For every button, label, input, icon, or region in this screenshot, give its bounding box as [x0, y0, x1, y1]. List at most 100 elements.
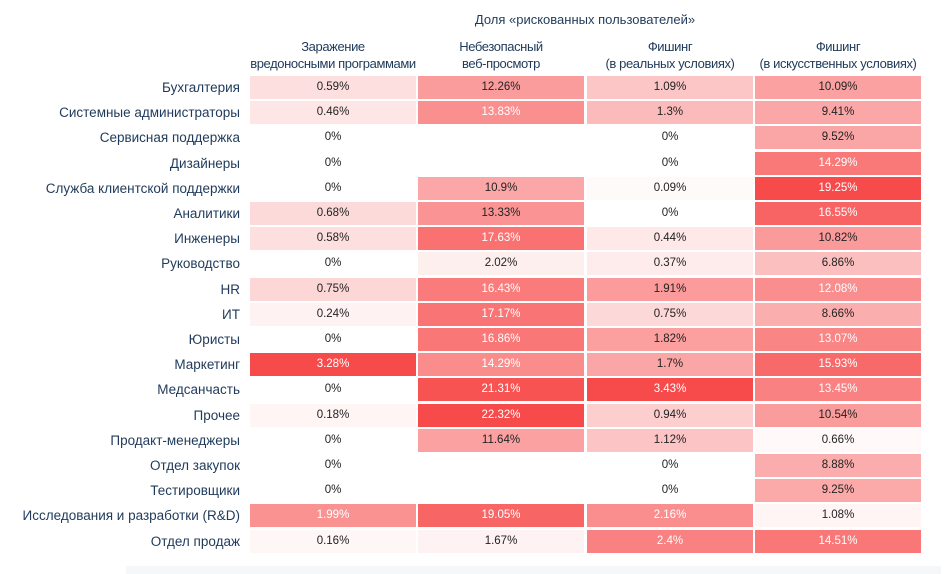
column-header-line: вредоносными программами [250, 56, 416, 71]
heatmap-cell: 1.09% [587, 76, 753, 99]
heatmap-cell: 10.54% [755, 403, 921, 427]
heatmap-cell: 13.45% [755, 378, 921, 402]
heatmap-cell: 2.4% [587, 529, 753, 553]
heatmap-cell: 1.3% [587, 101, 753, 125]
heatmap-cell: 0.16% [250, 529, 416, 553]
footer-strip [126, 566, 941, 574]
heatmap-cell: 12.08% [755, 277, 921, 301]
heatmap-cell: 8.88% [755, 454, 921, 477]
heatmap-cell: 12.26% [418, 76, 584, 99]
row-label: Дизайнеры [169, 155, 240, 171]
heatmap-cell: 0.46% [250, 101, 416, 125]
heatmap-cell: 21.31% [418, 378, 584, 402]
heatmap-cell: 13.83% [418, 101, 584, 125]
row-label: Руководство [161, 256, 240, 272]
column-header-line: Фишинг [647, 39, 693, 54]
heatmap-cell: 6.86% [755, 252, 921, 276]
heatmap-cell: 1.08% [755, 504, 921, 528]
heatmap-cell: 19.25% [755, 176, 921, 200]
heatmap-cell: 19.05% [418, 504, 584, 528]
heatmap-cell: 9.25% [755, 479, 921, 503]
row-label: Тестировщики [150, 483, 240, 499]
heatmap-cell: 0% [250, 252, 416, 276]
heatmap-cell: 1.99% [250, 504, 416, 528]
heatmap-cell: 0.66% [755, 428, 921, 452]
heatmap-cell: 1.67% [418, 529, 584, 553]
heatmap-cell: 16.86% [418, 328, 584, 351]
heatmap-cell: 0% [250, 328, 416, 351]
heatmap-cell: 0.09% [587, 176, 753, 200]
heatmap-cell: 11.64% [418, 428, 584, 452]
heatmap-cell: 13.33% [418, 202, 584, 225]
heatmap-cell: 0% [250, 126, 416, 150]
row-label: Служба клиентской поддержки [45, 180, 240, 196]
heatmap-cell: 0.59% [250, 76, 416, 99]
row-label: Исследования и разработки (R&D) [22, 508, 240, 524]
heatmap-cell: 2.16% [587, 504, 753, 528]
row-label: Отдел закупок [149, 458, 240, 473]
heatmap-cell: 0% [587, 202, 753, 225]
heatmap-cell: 0% [250, 428, 416, 452]
row-label: Системные администраторы [59, 105, 240, 121]
heatmap-cell: 14.29% [755, 151, 921, 175]
heatmap-cell: 13.07% [755, 328, 921, 351]
column-header-line: (в реальных условиях) [605, 56, 735, 71]
heatmap-cell: 17.17% [418, 302, 584, 326]
row-label: Маркетинг [174, 357, 240, 373]
heatmap-cell: 0.75% [250, 277, 416, 301]
row-label: HR [220, 281, 241, 297]
row-label: ИТ [222, 306, 240, 322]
heatmap-cell: 0.18% [250, 403, 416, 427]
row-label: Отдел продаж [150, 533, 240, 549]
heatmap-cell: 0.24% [250, 302, 416, 326]
heatmap-cell: 0% [587, 454, 753, 477]
heatmap-cell: 2.02% [418, 252, 584, 276]
heatmap-cell: 0% [587, 126, 753, 150]
heatmap-cell: 15.93% [755, 353, 921, 377]
heatmap-cell: 9.41% [755, 101, 921, 125]
heatmap-cell: 10.09% [755, 76, 921, 99]
row-label: Прочее [193, 407, 240, 423]
heatmap-cell: 1.82% [587, 328, 753, 351]
heatmap-cell [418, 479, 584, 502]
heatmap-cell: 0.44% [587, 227, 753, 251]
heatmap-cell: 10.82% [755, 227, 921, 251]
chart-title: Доля «рискованных пользователей» [474, 12, 696, 27]
heatmap-cell: 0% [587, 151, 753, 175]
heatmap-cell: 0% [250, 378, 416, 402]
heatmap-cell: 0.58% [250, 227, 416, 251]
column-header-line: Заражение [301, 39, 365, 54]
heatmap-cell [418, 152, 584, 175]
heatmap-cell: 1.91% [587, 277, 753, 301]
heatmap-cell: 0% [250, 479, 416, 503]
heatmap-cell: 3.28% [250, 353, 416, 377]
heatmap-cell: 16.55% [755, 202, 921, 225]
heatmap-cell: 14.51% [755, 529, 921, 553]
column-header: Фишинг (в реальных условиях) [587, 38, 753, 72]
heatmap-cell: 10.9% [418, 176, 584, 200]
heatmap-cell: 22.32% [418, 403, 584, 427]
heatmap-cell: 0.94% [587, 403, 753, 427]
heatmap-cell: 3.43% [587, 378, 753, 402]
row-label: Юристы [188, 332, 240, 347]
heatmap-cell: 0% [250, 454, 416, 477]
heatmap-cell: 16.43% [418, 277, 584, 301]
column-header-line: (в искусственных условиях) [759, 56, 917, 71]
heatmap-cell: 0% [587, 479, 753, 503]
column-header-line: веб-просмотр [462, 56, 540, 71]
row-label: Продакт-менеджеры [110, 432, 240, 448]
heatmap-cell: 0.75% [587, 302, 753, 326]
column-header-line: Небезопасный [459, 39, 543, 54]
row-label: Сервисная поддержка [99, 130, 240, 146]
row-label: Медсанчасть [157, 382, 240, 398]
heatmap-cell [418, 126, 584, 149]
heatmap-cell: 0.37% [587, 252, 753, 276]
row-label: Инженеры [174, 231, 240, 247]
heatmap-cell: 0% [250, 176, 416, 200]
column-header-line: Фишинг [815, 39, 861, 54]
heatmap-cell: 0% [250, 151, 416, 175]
heatmap-cell: 14.29% [418, 353, 584, 377]
column-header: Небезопасный веб-просмотр [418, 38, 584, 72]
row-label: Бухгалтерия [162, 80, 240, 95]
row-label: Аналитики [173, 206, 240, 221]
